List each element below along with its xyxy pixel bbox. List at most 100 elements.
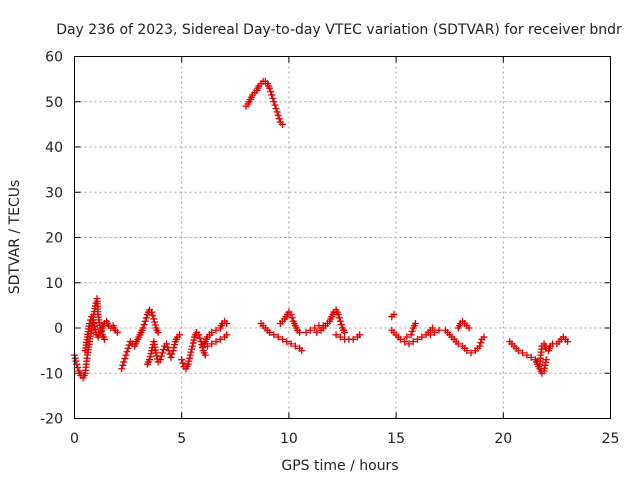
data-point (431, 329, 439, 337)
data-point (296, 329, 304, 337)
y-tick-label: 60 (45, 50, 63, 66)
data-point (168, 350, 176, 358)
data-point (408, 327, 416, 335)
data-point (88, 313, 96, 321)
data-point (157, 352, 165, 360)
data-point (272, 105, 280, 113)
data-point (159, 345, 167, 353)
data-point (414, 335, 422, 343)
data-point (164, 343, 172, 351)
data-point (156, 356, 164, 364)
data-point (298, 347, 306, 355)
data-point (142, 314, 150, 322)
data-point (356, 331, 364, 339)
data-point (203, 342, 211, 350)
y-tick-label: 10 (45, 276, 63, 292)
data-point (476, 342, 484, 350)
data-point (167, 353, 175, 361)
data-point (152, 349, 160, 357)
data-point (176, 331, 184, 339)
data-point (71, 354, 79, 362)
data-point (527, 353, 535, 361)
plot-frame (74, 56, 611, 419)
data-point (401, 338, 409, 346)
data-point (201, 351, 209, 359)
data-point (287, 340, 295, 348)
data-point (163, 340, 171, 348)
data-point (523, 351, 531, 359)
x-tick-label: 15 (387, 431, 405, 447)
data-point (223, 331, 231, 339)
grid-lines (74, 56, 611, 419)
data-point (269, 94, 277, 102)
data-point (564, 338, 572, 346)
x-tick-label: 5 (177, 431, 186, 447)
data-point (119, 361, 127, 369)
data-point (169, 347, 177, 355)
data-point (396, 335, 404, 343)
data-point (140, 321, 148, 329)
data-point (187, 348, 195, 356)
data-point (149, 312, 157, 320)
data-points (71, 77, 572, 382)
data-point (302, 329, 310, 337)
data-point (418, 333, 426, 341)
data-point (467, 349, 475, 357)
data-point (74, 364, 82, 372)
data-point (196, 334, 204, 342)
data-point (429, 324, 437, 332)
data-point (195, 331, 203, 339)
data-point (274, 111, 282, 119)
data-point (188, 342, 196, 350)
data-point (332, 331, 340, 339)
y-tick-label: 40 (45, 140, 63, 156)
y-tick-label: -20 (40, 412, 63, 428)
data-point (147, 350, 155, 358)
data-point (189, 339, 197, 347)
data-point (274, 333, 282, 341)
data-point (141, 317, 149, 325)
data-point (435, 326, 443, 334)
data-point (198, 344, 206, 352)
data-point (158, 349, 166, 357)
data-point (271, 101, 279, 109)
data-point (216, 335, 224, 343)
data-point (335, 314, 343, 322)
data-point (463, 347, 471, 355)
data-point (186, 351, 194, 359)
data-point (341, 329, 349, 337)
data-point (171, 341, 179, 349)
x-tick-label: 20 (494, 431, 512, 447)
data-point (122, 351, 130, 359)
y-tick-label: -10 (40, 366, 63, 382)
data-point (266, 329, 274, 337)
y-tick-label: 30 (45, 185, 63, 201)
data-point (118, 365, 126, 373)
data-point (148, 308, 156, 316)
data-point (411, 319, 419, 327)
data-point (403, 333, 411, 341)
data-point (179, 359, 187, 367)
data-point (454, 340, 462, 348)
data-point (519, 349, 527, 357)
y-tick-label: 0 (54, 321, 63, 337)
data-point (405, 340, 413, 348)
data-point (287, 310, 295, 318)
data-point (477, 339, 485, 347)
data-point (184, 360, 192, 368)
data-point (125, 341, 133, 349)
data-point (275, 115, 283, 123)
data-point (208, 329, 216, 337)
data-point (337, 321, 345, 329)
data-point (190, 336, 198, 344)
data-point (278, 335, 286, 343)
data-point (288, 314, 296, 322)
data-point (91, 326, 99, 334)
x-tick-label: 25 (602, 431, 620, 447)
data-point (120, 358, 128, 366)
chart-title: Day 236 of 2023, Sidereal Day-to-day VTE… (56, 22, 622, 38)
data-point (208, 340, 216, 348)
data-point (150, 315, 158, 323)
x-tick-label: 0 (70, 431, 79, 447)
